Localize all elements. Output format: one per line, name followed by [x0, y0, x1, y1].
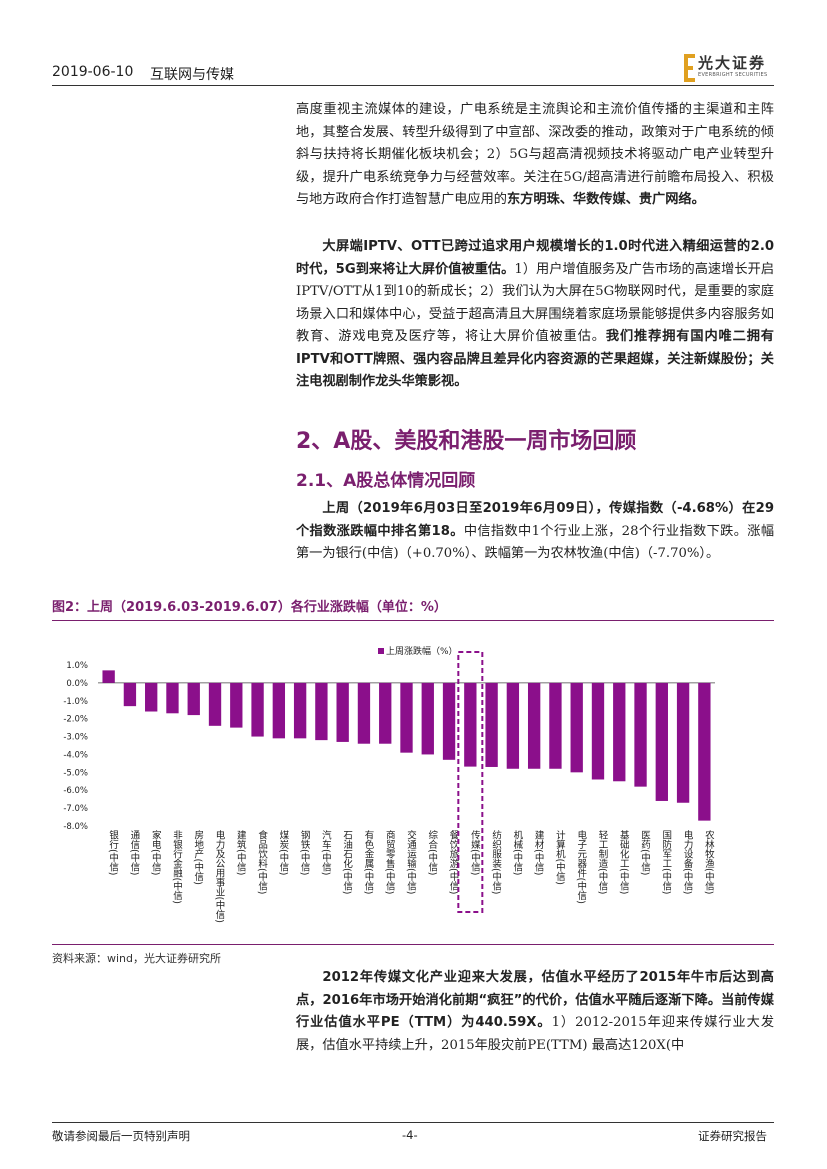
x-tick-label: 机械(中信): [511, 829, 523, 875]
y-tick-label: -1.0%: [63, 697, 88, 707]
bar: [123, 682, 137, 707]
figure-top-rule: [52, 620, 774, 621]
bar: [251, 682, 264, 737]
paragraph-valuation: 2012年传媒文化产业迎来大发展，估值水平经历了2015年牛市后达到高点，201…: [296, 970, 775, 1053]
x-tick-label: 电力及公用事业(中信): [214, 829, 226, 923]
paragraph-weekly-review: 上周（2019年6月03日至2019年6月09日），传媒指数（-4.68%）在2…: [296, 501, 775, 561]
x-tick-label: 综合(中信): [426, 829, 438, 875]
logo-subtitle: EVERBRIGHT SECURITIES: [698, 72, 768, 78]
footer-report-type: 证券研究报告: [698, 1129, 767, 1143]
x-tick-label: 食品饮料(中信): [256, 829, 268, 894]
bar: [166, 682, 179, 714]
bar: [102, 670, 115, 683]
x-tick-label: 石油石化(中信): [341, 830, 353, 894]
x-tick-label: 有色金属(中信): [362, 829, 374, 894]
logo-name: 光大证券: [698, 54, 767, 72]
x-tick-label: 纺织服装(中信): [490, 829, 502, 894]
bar: [145, 682, 158, 712]
x-tick-label: 煤炭(中信): [277, 829, 289, 875]
bar: [230, 682, 243, 728]
x-tick-label: 电力设备(中信): [682, 829, 694, 894]
bar: [698, 682, 711, 821]
x-tick-label: 基础化工(中信): [618, 829, 630, 894]
x-tick-label: 银行(中信): [107, 829, 119, 875]
x-tick-label: 餐饮旅游(中信): [448, 829, 460, 894]
x-tick-label: 通信(中信): [128, 830, 140, 875]
y-tick-label: -6.0%: [63, 786, 88, 796]
x-tick-label: 医药(中信): [639, 830, 651, 875]
figure-bottom-rule: [52, 944, 774, 945]
x-tick-label: 交通运输(中信): [405, 829, 417, 894]
report-sector: 互联网与传媒: [150, 67, 234, 83]
logo-mark-icon: [684, 54, 695, 82]
bar: [634, 682, 647, 787]
bar: [464, 682, 477, 767]
x-tick-label: 农林牧渔(中信): [703, 829, 715, 894]
bar: [570, 682, 583, 773]
x-tick-label: 家电(中信): [150, 829, 162, 875]
bar: [613, 682, 626, 782]
bar: [315, 682, 328, 741]
bar: [485, 682, 498, 767]
bar: [655, 682, 668, 801]
bar: [187, 682, 200, 716]
bar: [379, 682, 392, 744]
y-tick-label: -8.0%: [63, 822, 88, 832]
bar: [421, 682, 434, 755]
bar: [506, 682, 520, 769]
y-tick-label: 1.0%: [66, 661, 88, 671]
footer-disclaimer: 敬请参阅最后一页特别声明: [52, 1129, 190, 1143]
paragraph-broadcast: 高度重视主流媒体的建设，广电系统是主流舆论和主流价值传播的主渠道和主阵地，其整合…: [296, 102, 774, 207]
bar: [272, 682, 286, 739]
subsection-heading: 2.1、A股总体情况回顾: [296, 471, 476, 491]
page-number: -4-: [402, 1128, 418, 1142]
figure-source: 资料来源：wind，光大证券研究所: [52, 952, 222, 965]
x-tick-label: 建材(中信): [533, 829, 545, 875]
highlight-box: [457, 651, 484, 913]
x-tick-label: 房地产(中信): [192, 829, 204, 885]
y-tick-label: -3.0%: [63, 733, 88, 743]
x-tick-label: 汽车(中信): [320, 829, 332, 875]
bar: [591, 682, 605, 780]
paragraph-iptv-ott: 大屏端IPTV、OTT已跨过追求用户规模增长的1.0时代进入精细运营的2.0时代…: [296, 239, 775, 389]
bar: [442, 682, 456, 760]
report-date: 2019-06-10: [52, 64, 134, 80]
x-tick-label: 钢铁(中信): [299, 829, 311, 875]
bar: [208, 682, 222, 726]
company-logo: 光大证券 EVERBRIGHT SECURITIES: [684, 52, 780, 84]
bar: [676, 682, 690, 803]
bar: [357, 682, 371, 744]
y-tick-label: 0.0%: [66, 679, 88, 689]
legend-label: 上周涨跌幅（%）: [386, 645, 458, 657]
x-tick-label: 电子元器件(中信): [575, 829, 587, 904]
x-tick-label: 传媒(中信): [469, 829, 481, 875]
y-tick-label: -4.0%: [63, 750, 88, 760]
x-tick-label: 计算机(中信): [554, 829, 566, 885]
bar: [400, 682, 413, 753]
y-tick-label: -2.0%: [63, 715, 88, 725]
x-tick-label: 商贸零售(中信): [384, 829, 396, 894]
bar: [293, 682, 307, 739]
figure-title: 图2：上周（2019.6.03-2019.6.07）各行业涨跌幅（单位：%）: [52, 600, 447, 615]
bar: [527, 682, 541, 769]
footer-divider: [52, 1122, 774, 1123]
x-tick-label: 国防军工(中信): [660, 830, 672, 894]
bar: [336, 682, 349, 742]
y-tick-label: -7.0%: [63, 804, 88, 814]
x-tick-label: 轻工制造(中信): [596, 829, 608, 894]
legend-swatch: [378, 648, 384, 654]
x-tick-label: 非银行金融(中信): [171, 829, 183, 904]
bar: [549, 682, 562, 769]
section-heading: 2、A股、美股和港股一周市场回顾: [296, 429, 637, 454]
x-tick-label: 建筑(中信): [235, 829, 247, 875]
header-divider: [52, 85, 774, 86]
y-tick-label: -5.0%: [63, 768, 88, 778]
